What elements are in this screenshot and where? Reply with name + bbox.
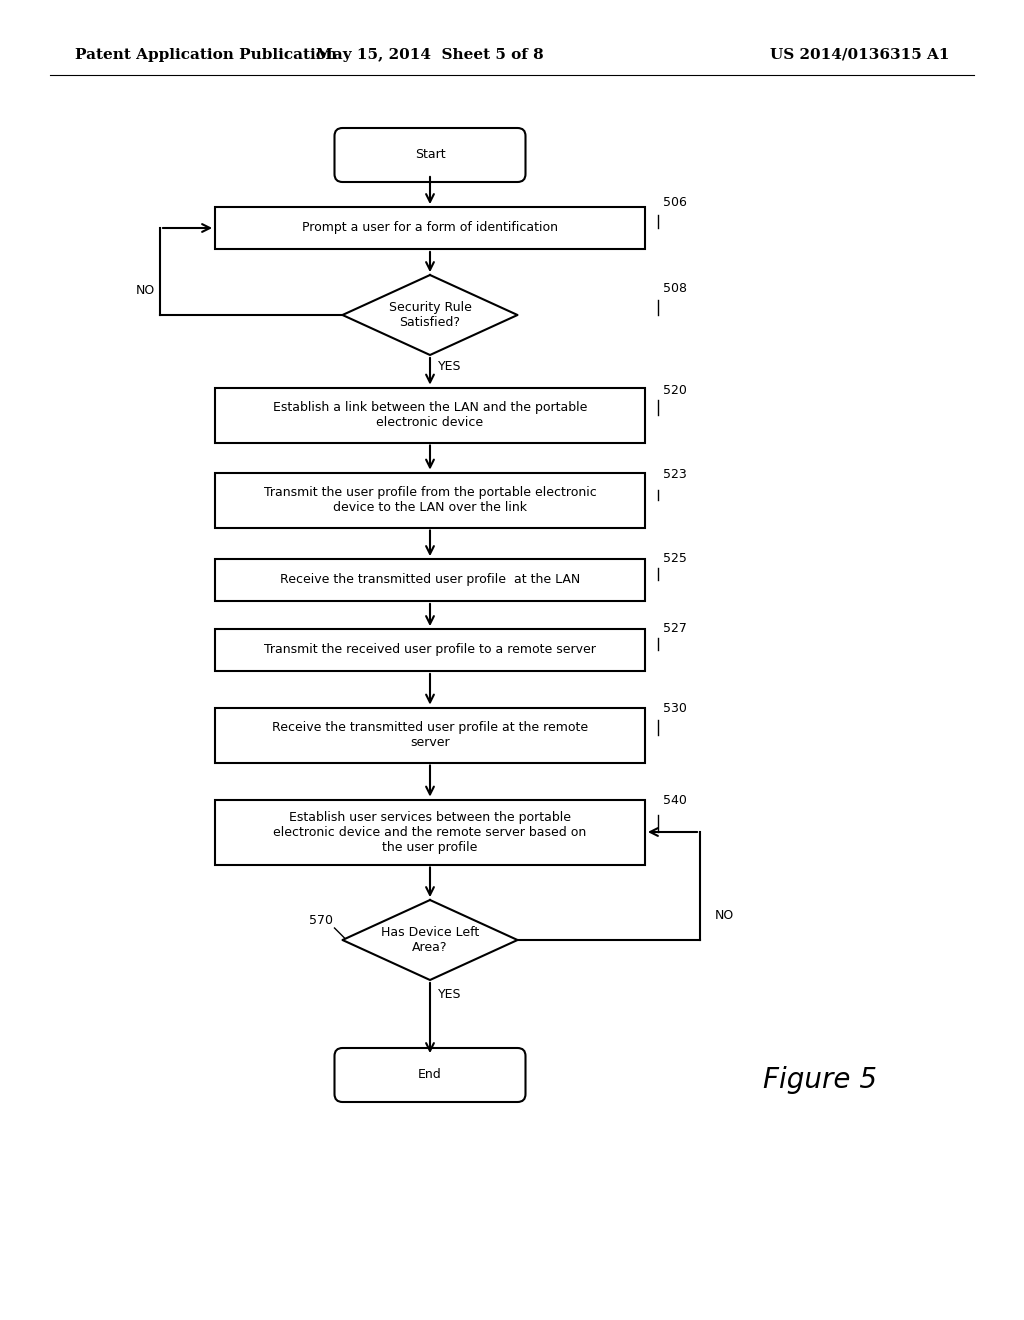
Text: End: End: [418, 1068, 442, 1081]
FancyBboxPatch shape: [335, 128, 525, 182]
Text: 570: 570: [308, 913, 333, 927]
Text: 523: 523: [663, 469, 687, 482]
Bar: [215, 558, 645, 601]
Bar: [215, 800, 645, 865]
Text: 540: 540: [663, 793, 687, 807]
Text: Prompt a user for a form of identification: Prompt a user for a form of identificati…: [302, 222, 558, 235]
FancyBboxPatch shape: [335, 1048, 525, 1102]
Text: 530: 530: [663, 701, 687, 714]
Polygon shape: [342, 900, 517, 979]
Text: Receive the transmitted user profile at the remote
server: Receive the transmitted user profile at …: [272, 721, 588, 748]
Bar: [215, 207, 645, 249]
Text: NO: NO: [135, 284, 155, 297]
Text: Start: Start: [415, 149, 445, 161]
Bar: [215, 388, 645, 442]
Text: 520: 520: [663, 384, 687, 396]
Text: YES: YES: [438, 360, 462, 374]
Bar: [215, 473, 645, 528]
Text: NO: NO: [715, 909, 734, 921]
Bar: [215, 630, 645, 671]
Text: 527: 527: [663, 622, 687, 635]
Text: Transmit the received user profile to a remote server: Transmit the received user profile to a …: [264, 644, 596, 656]
Text: May 15, 2014  Sheet 5 of 8: May 15, 2014 Sheet 5 of 8: [316, 48, 544, 62]
Bar: [215, 708, 645, 763]
Text: Has Device Left
Area?: Has Device Left Area?: [381, 927, 479, 954]
Text: 506: 506: [663, 195, 687, 209]
Text: 525: 525: [663, 552, 687, 565]
Polygon shape: [342, 275, 517, 355]
Text: YES: YES: [438, 987, 462, 1001]
Text: Receive the transmitted user profile  at the LAN: Receive the transmitted user profile at …: [280, 573, 581, 586]
Text: US 2014/0136315 A1: US 2014/0136315 A1: [770, 48, 950, 62]
Text: Patent Application Publication: Patent Application Publication: [75, 48, 337, 62]
Text: Security Rule
Satisfied?: Security Rule Satisfied?: [388, 301, 471, 329]
Text: Establish user services between the portable
electronic device and the remote se: Establish user services between the port…: [273, 810, 587, 854]
Text: Establish a link between the LAN and the portable
electronic device: Establish a link between the LAN and the…: [272, 401, 587, 429]
Text: 508: 508: [663, 281, 687, 294]
Text: Transmit the user profile from the portable electronic
device to the LAN over th: Transmit the user profile from the porta…: [263, 486, 596, 513]
Text: Figure 5: Figure 5: [763, 1067, 877, 1094]
